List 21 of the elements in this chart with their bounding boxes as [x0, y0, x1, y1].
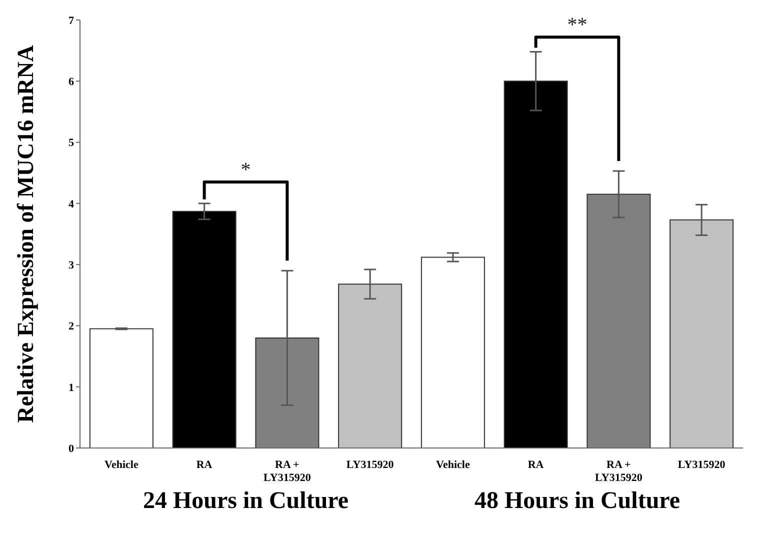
text: 24 Hours in Culture: [142, 488, 350, 515]
y-tick-label: 1: [68, 382, 74, 394]
y-tick-label: 5: [68, 137, 74, 150]
text: 48 Hours in Culture: [473, 488, 682, 515]
x-tick-label: RA + LY315920: [264, 459, 312, 484]
x-tick-label: LY315920: [678, 459, 726, 471]
y-tick-label: 2: [68, 320, 74, 333]
x-tick-label: RA + LY315920: [595, 459, 643, 484]
x-tick-label: Vehicle: [436, 459, 470, 471]
y-tick-label: 4: [68, 198, 74, 210]
x-tick-label: LY315920: [346, 459, 394, 471]
y-axis-title: Relative Expression of MUC16 mRNA: [13, 44, 38, 423]
y-tick-label: 0: [68, 442, 74, 455]
x-tick-label: RA: [196, 459, 212, 471]
y-tick-label: 7: [68, 14, 74, 27]
y-tick-label: 3: [68, 259, 74, 272]
x-tick-label: RA: [528, 459, 544, 471]
y-tick-label: 6: [68, 76, 74, 88]
annotation: *: [240, 159, 251, 182]
x-tick-label: Vehicle: [104, 459, 138, 471]
annotation: **: [567, 14, 588, 36]
